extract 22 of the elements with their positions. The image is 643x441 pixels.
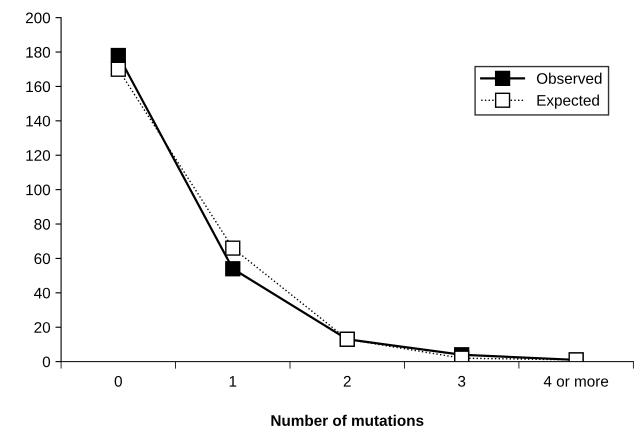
y-tick-label: 20 bbox=[34, 322, 50, 333]
y-tick-label: 120 bbox=[26, 150, 50, 161]
x-tick-label: 2 bbox=[344, 376, 351, 387]
y-tick-label: 180 bbox=[26, 46, 50, 58]
x-axis-title: Number of mutations bbox=[271, 414, 424, 426]
y-tick-label: 80 bbox=[34, 218, 50, 230]
point bbox=[225, 240, 240, 256]
point bbox=[225, 261, 240, 276]
y-tick-label: 40 bbox=[34, 288, 50, 299]
y-tick-label: 140 bbox=[26, 116, 50, 127]
y-tick-label: 0 bbox=[42, 356, 50, 368]
x-tick-label: 4 or more bbox=[544, 376, 608, 387]
y-tick-label: 160 bbox=[26, 81, 50, 92]
legend-label: Observed bbox=[536, 72, 602, 84]
y-tick-label: 100 bbox=[26, 184, 50, 196]
point bbox=[110, 48, 126, 64]
x-tick-label: 1 bbox=[230, 376, 236, 387]
legend-label: Expected bbox=[537, 94, 599, 109]
y-tick-label: 200 bbox=[26, 12, 50, 24]
x-tick-label: 0 bbox=[114, 376, 122, 387]
y-tick-label: 60 bbox=[34, 253, 50, 264]
x-tick-label: 3 bbox=[458, 376, 466, 387]
